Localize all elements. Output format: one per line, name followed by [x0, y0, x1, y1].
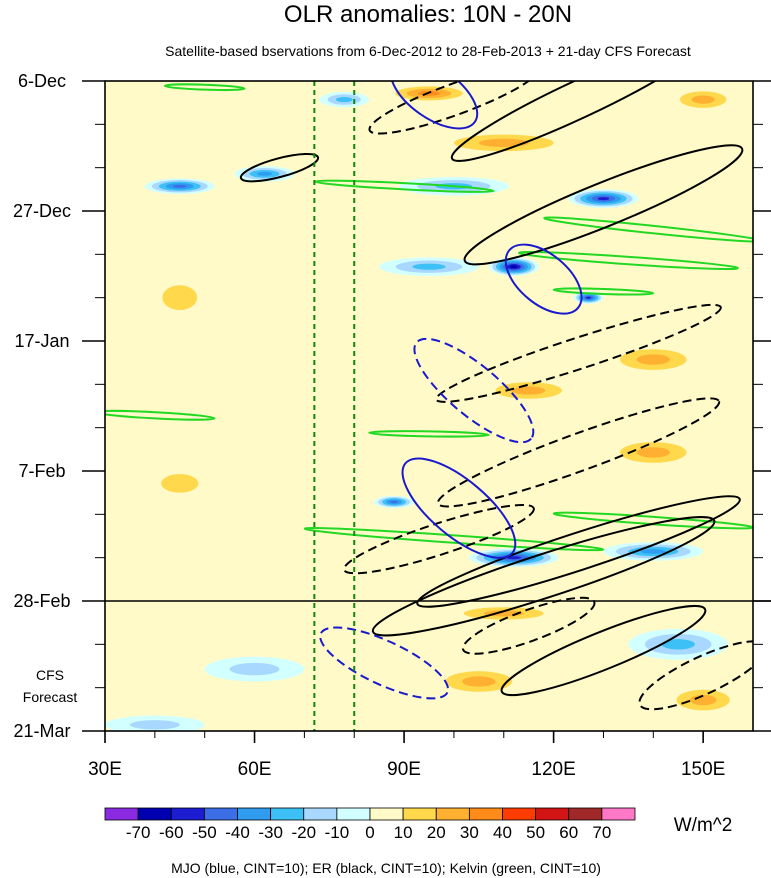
forecast-label-line2: Forecast — [23, 689, 78, 705]
anomaly-region — [640, 549, 666, 554]
colorbar: -70 -60 -50 -40 -30 -20 -10 0 10 20 30 40 50 60 70 — [104, 807, 636, 842]
colorbar-label: -10 — [325, 823, 350, 842]
mjo-contour — [389, 81, 479, 130]
colorbar-label: -30 — [258, 823, 283, 842]
anomaly-region — [462, 676, 496, 687]
colorbar-swatch — [535, 807, 570, 821]
colorbar-swatch — [435, 807, 470, 821]
kelvin-contour — [552, 287, 655, 296]
er-contour — [450, 81, 707, 162]
forecast-label-line1: CFS — [36, 667, 64, 683]
anomaly-region — [510, 265, 518, 269]
anomaly-region — [161, 474, 199, 493]
kelvin-contour — [517, 251, 739, 271]
er-contour — [368, 81, 540, 135]
y-tick-label: 7-Feb — [18, 461, 65, 481]
x-tick-label: 150E — [681, 759, 725, 780]
colorbar-swatch — [601, 807, 636, 821]
colorbar-label: 10 — [394, 823, 413, 842]
colorbar-swatch — [170, 807, 205, 821]
er-contour — [463, 144, 744, 266]
chart-title: OLR anomalies: 10N - 20N — [284, 1, 572, 28]
y-tick-label: 27-Dec — [13, 201, 71, 221]
anomaly-region — [412, 263, 446, 270]
chart-footer-legend: MJO (blue, CINT=10); ER (black, CINT=10)… — [171, 860, 601, 876]
anomaly-region — [390, 500, 399, 504]
y-tick-label: 17-Jan — [14, 331, 69, 351]
colorbar-label: -60 — [159, 823, 184, 842]
colorbar-label: -70 — [126, 823, 151, 842]
colorbar-swatch — [270, 807, 305, 821]
plot-frame — [104, 80, 754, 732]
anomaly-region — [229, 662, 280, 676]
x-tick-label: 120E — [531, 759, 575, 780]
x-tick-label: 60E — [238, 759, 272, 780]
colorbar-swatch — [137, 807, 172, 821]
y-tick-label: 28-Feb — [13, 591, 70, 611]
reference-longitude-lines — [313, 81, 356, 731]
anomaly-region — [257, 171, 272, 176]
anomaly-region — [506, 556, 522, 560]
colorbar-label: 0 — [365, 823, 374, 842]
y-tick-label: 6-Dec — [18, 71, 66, 91]
colorbar-label: 30 — [460, 823, 479, 842]
colorbar-label: 50 — [526, 823, 545, 842]
colorbar-label: -20 — [291, 823, 316, 842]
anomaly-region — [661, 639, 695, 650]
colorbar-label: -40 — [225, 823, 250, 842]
anomaly-region — [335, 96, 353, 103]
anomaly-region — [162, 285, 198, 311]
kelvin-contour — [105, 409, 216, 421]
kelvin-contour — [368, 430, 490, 438]
colorbar-label: 20 — [427, 823, 446, 842]
er-contour — [436, 397, 721, 508]
anomaly-region — [636, 354, 670, 365]
plot-area — [105, 81, 753, 731]
colorbar-swatch — [568, 807, 603, 821]
chart-subtitle: Satellite-based bservations from 6-Dec-2… — [165, 43, 691, 59]
colorbar-swatch — [402, 807, 437, 821]
colorbar-label: 40 — [493, 823, 512, 842]
er-contour — [435, 303, 722, 403]
kelvin-contour — [303, 527, 605, 552]
er-contour — [416, 495, 741, 608]
colorbar-swatch — [369, 807, 404, 821]
kelvin-contour — [543, 216, 753, 243]
colorbar-swatch — [203, 807, 238, 821]
er-contour — [500, 604, 707, 697]
mjo-contour — [504, 243, 583, 315]
anomaly-region — [478, 138, 529, 148]
y-tick-label: 21-Mar — [13, 721, 70, 741]
colorbar-label: 60 — [559, 823, 578, 842]
er-contour — [371, 516, 716, 637]
colorbar-swatch — [237, 807, 272, 821]
x-tick-label: 90E — [387, 759, 421, 780]
colorbar-swatch — [468, 807, 503, 821]
anomaly-region — [636, 447, 670, 458]
x-tick-label: 30E — [88, 759, 122, 780]
anomaly-region — [129, 720, 180, 730]
wave-contours — [105, 81, 753, 711]
colorbar-label: -50 — [192, 823, 217, 842]
er-contour — [239, 152, 320, 183]
colorbar-swatch — [303, 807, 338, 821]
colorbar-swatch — [336, 807, 371, 821]
anomaly-region — [512, 386, 546, 395]
mjo-contour — [401, 457, 517, 559]
kelvin-contour — [163, 83, 246, 92]
colorbar-swatch — [104, 807, 139, 821]
y-axis: 6-Dec 27-Dec 17-Jan 7-Feb 28-Feb 21-Mar — [13, 71, 771, 741]
x-axis: 30E 60E 90E 120E 150E — [88, 731, 725, 780]
er-contour — [638, 640, 753, 711]
er-contour — [461, 596, 596, 655]
anomaly-region — [597, 197, 610, 201]
anomaly-region — [586, 296, 591, 299]
colorbar-label: 70 — [592, 823, 611, 842]
anomaly-region — [172, 184, 187, 188]
mjo-contour — [319, 626, 450, 700]
colorbar-swatch — [502, 807, 537, 821]
colorbar-unit: W/m^2 — [674, 815, 733, 836]
anomaly-region — [691, 95, 715, 104]
